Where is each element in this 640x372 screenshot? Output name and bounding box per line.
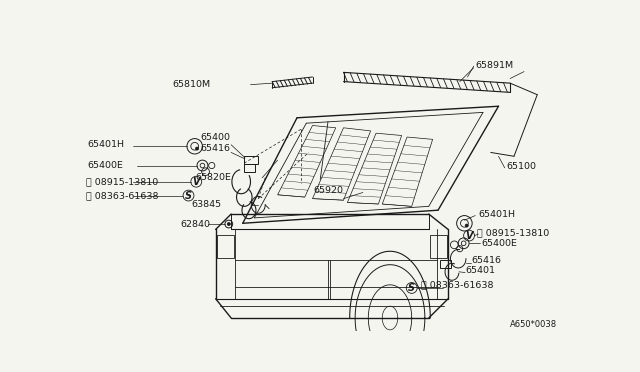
Text: 65401: 65401 [465,266,495,275]
Text: S: S [408,283,415,293]
Text: 65400E: 65400E [481,239,517,248]
Text: 62840: 62840 [180,219,211,228]
Text: 65810M: 65810M [172,80,210,89]
Circle shape [465,224,468,227]
Circle shape [195,147,198,150]
Text: 65400E: 65400E [88,161,124,170]
Text: Ⓢ 08363-61638: Ⓢ 08363-61638 [86,191,159,200]
Text: 65401H: 65401H [478,209,515,218]
Text: 65416: 65416 [472,256,501,265]
Text: ⓥ 08915-13810: ⓥ 08915-13810 [477,228,549,237]
Text: V: V [193,177,200,187]
Text: Ⓢ 08363-61638: Ⓢ 08363-61638 [421,280,493,289]
Text: ⓥ 08915-13810: ⓥ 08915-13810 [86,177,159,186]
Text: 65100: 65100 [506,162,536,171]
Text: 65920: 65920 [314,186,344,195]
Text: 63845: 63845 [192,200,222,209]
Text: 65400: 65400 [200,132,230,141]
Text: 65401H: 65401H [88,140,125,149]
Circle shape [227,222,230,225]
Text: S: S [185,190,192,201]
Text: 65820E: 65820E [195,173,231,182]
Text: 65416: 65416 [200,144,230,153]
Text: A650*0038: A650*0038 [509,320,557,328]
Text: V: V [465,231,473,241]
Text: 65891M: 65891M [476,61,513,70]
